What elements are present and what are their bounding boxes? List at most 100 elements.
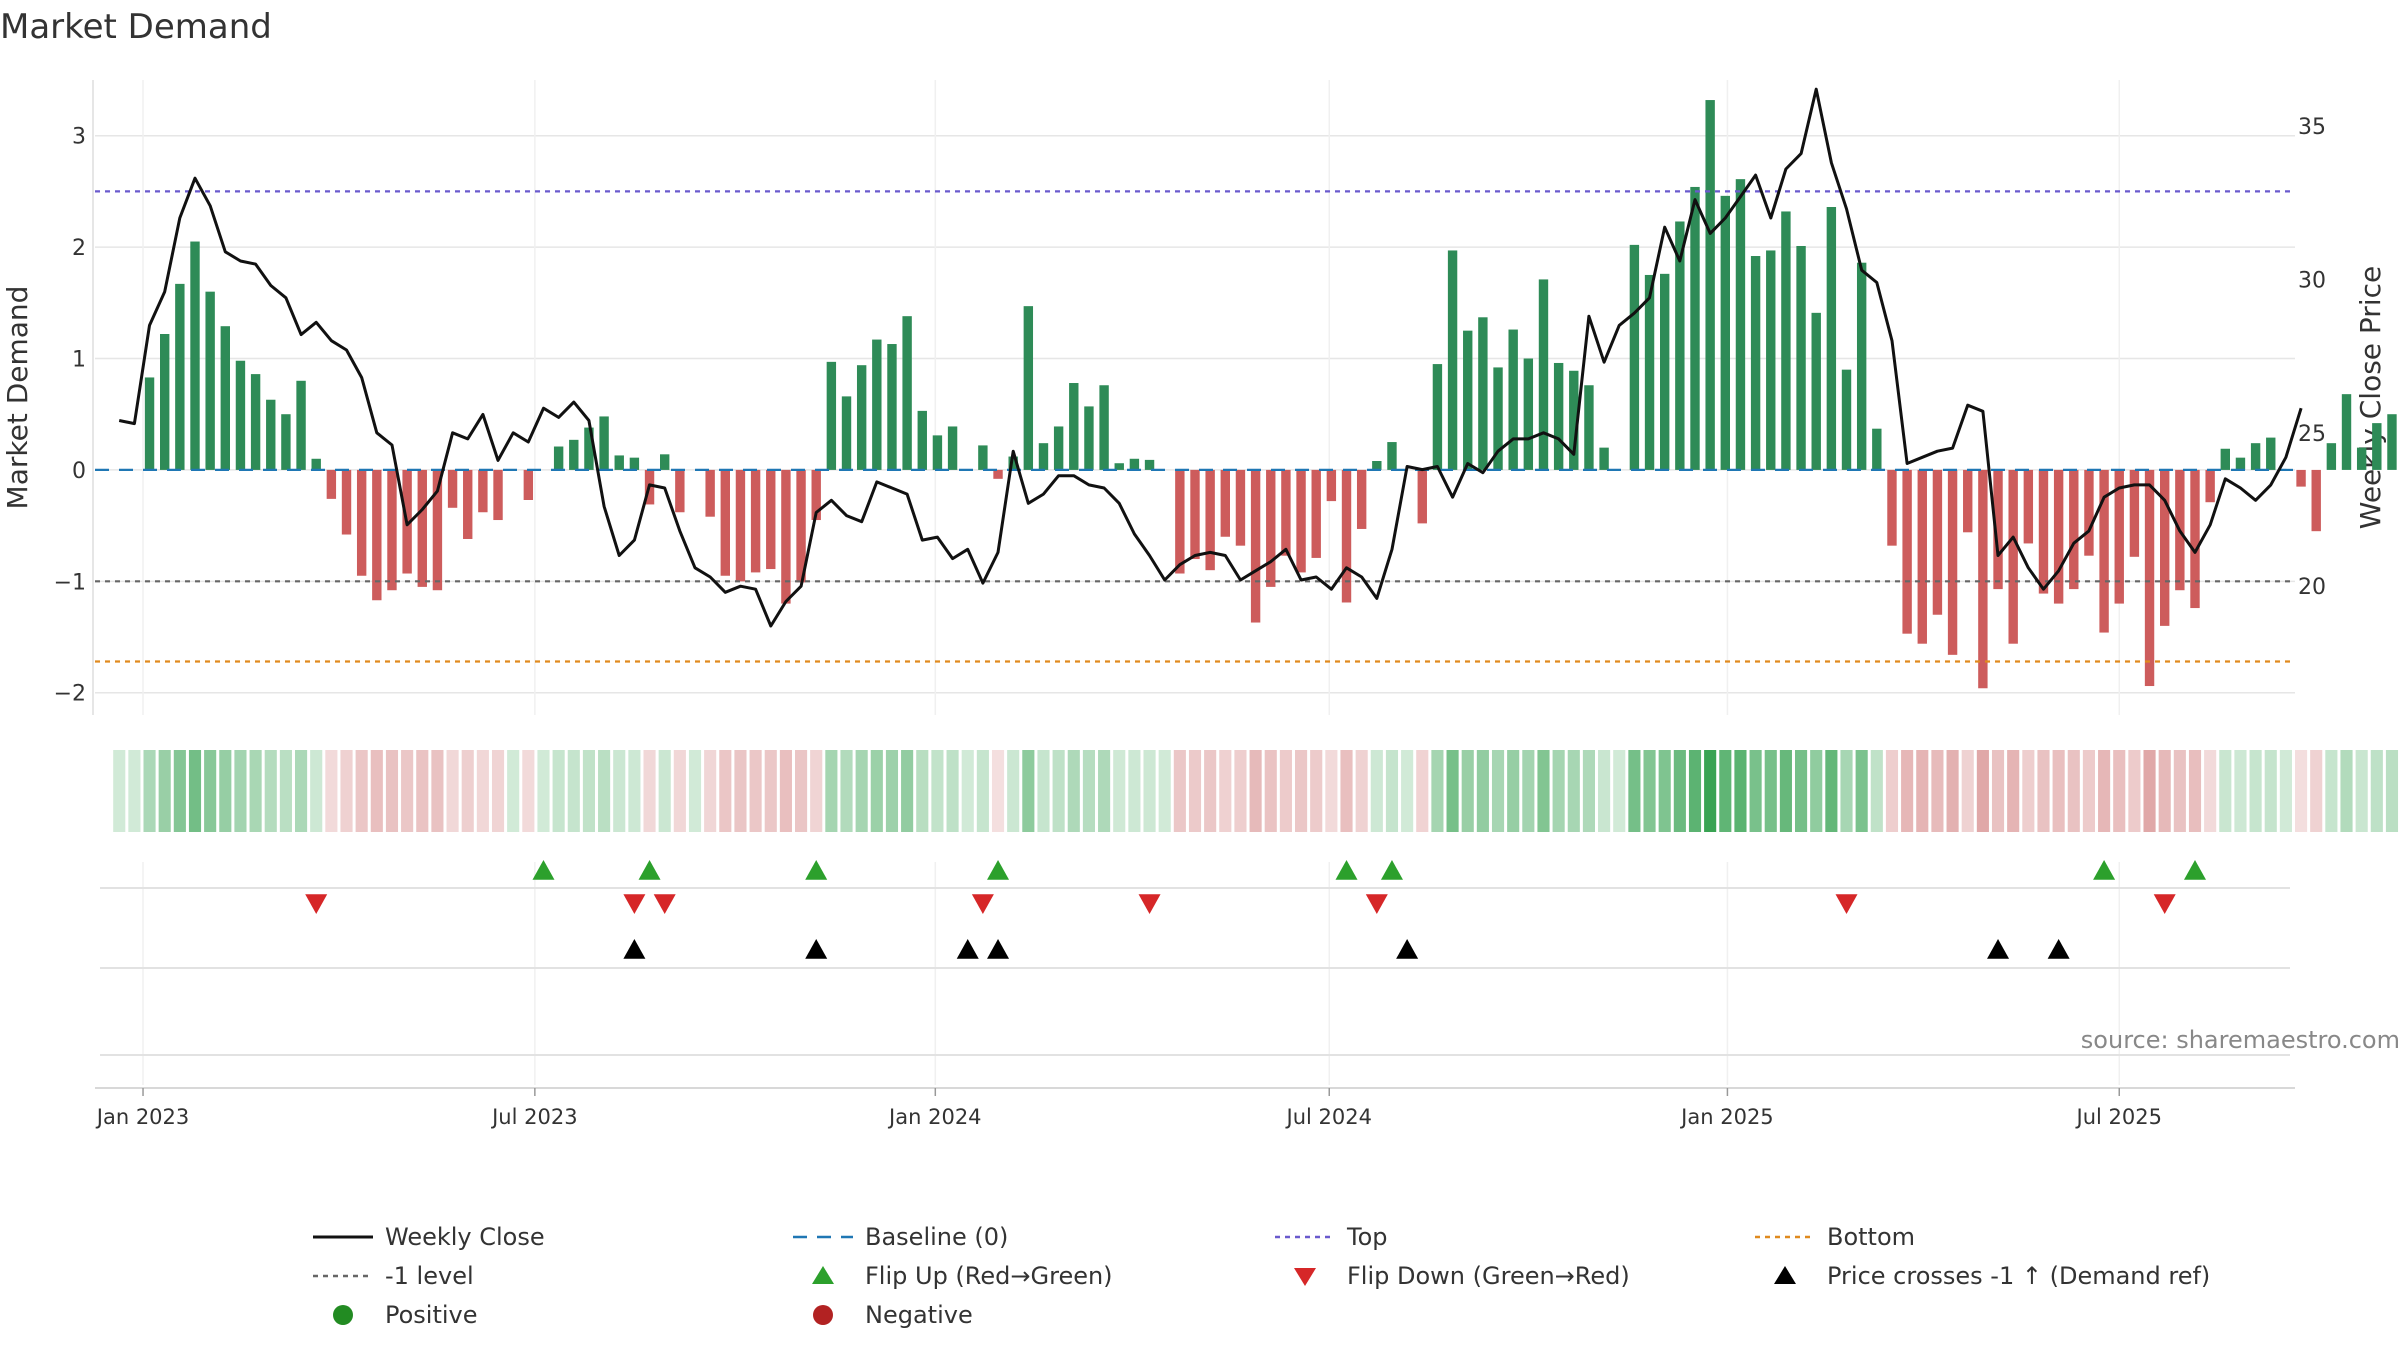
legend-label-price-cross: Price crosses -1 ↑ (Demand ref) [1827,1262,2210,1290]
demand-bar-positive [1493,367,1503,470]
heat-cell-negative [764,750,777,832]
heat-cell-negative [2295,750,2308,832]
heat-cell-negative [370,750,383,832]
legend-symbol-negative [813,1305,833,1325]
heat-cell-positive [1567,750,1580,832]
heat-cell-positive [840,750,853,832]
demand-bar-negative [463,469,473,539]
x-tick-label: Jan 2024 [887,1105,982,1129]
demand-bar-positive [2250,443,2261,470]
heat-cell-negative [704,750,717,832]
demand-bar-negative [1917,469,1927,644]
heat-cell-positive [1855,750,1868,832]
demand-bar-positive [1099,385,1109,470]
heat-cell-positive [855,750,868,832]
demand-bar-positive [1144,459,1155,470]
heat-cell-negative [461,750,474,832]
demand-bar-negative [1963,469,1973,533]
demand-bar-negative [2144,469,2155,687]
heat-cell-negative [522,750,535,832]
heat-cell-positive [1795,750,1808,832]
demand-bar-positive [1766,250,1776,470]
demand-bar-negative [523,469,534,500]
y-left-tick-label: 2 [72,236,86,261]
demand-bar-positive [872,339,882,470]
heat-cell-positive [1370,750,1383,832]
heat-cell-negative [1249,750,1262,832]
demand-bar-positive [1644,274,1655,470]
demand-bar-positive [1008,456,1018,470]
heat-cell-positive [2219,750,2232,832]
demand-bar-positive [1129,458,1140,470]
heat-cell-negative [810,750,823,832]
demand-bar-positive [1114,463,1124,470]
heat-cell-negative [673,750,686,832]
heat-cell-negative [2173,750,2186,832]
heat-cell-positive [1128,750,1141,832]
heat-cell-positive [1067,750,1080,832]
heat-cell-positive [2325,750,2338,832]
demand-bar-negative [356,469,367,576]
demand-bar-positive [1660,273,1670,470]
legend-label-flip-down: Flip Down (Green→Red) [1347,1262,1630,1290]
y-right-tick-label: 35 [2298,115,2326,140]
demand-bar-negative [750,469,761,573]
heat-cell-positive [1476,750,1489,832]
heat-cell-negative [1204,750,1217,832]
heat-cell-positive [1870,750,1883,832]
heat-cell-positive [1643,750,1656,832]
heat-cell-positive [552,750,565,832]
heat-cell-positive [1734,750,1747,832]
demand-bar-positive [1841,369,1852,470]
x-tick-label: Jan 2023 [95,1105,190,1129]
heat-cell-negative [1961,750,1974,832]
demand-bar-positive [584,427,594,470]
demand-bar-negative [735,469,746,582]
heat-cell-negative [1188,750,1202,832]
source-label: source: sharemaestro.com [2081,1026,2400,1054]
heat-cell-positive [1385,750,1399,832]
demand-bar-negative [2296,469,2306,487]
heat-cell-positive [1688,750,1702,832]
demand-bar-negative [372,469,382,601]
x-tick-label: Jul 2025 [2075,1105,2162,1129]
heat-cell-negative [1310,750,1323,832]
heat-cell-positive [537,750,550,832]
y-right-tick-label: 30 [2298,268,2326,293]
heat-cell-negative [2052,750,2065,832]
demand-bar-positive [311,458,321,470]
demand-bar-positive [2266,437,2276,470]
legend-symbol-flip-up [812,1266,834,1284]
demand-bar-positive [2235,457,2246,470]
heat-cell-positive [1552,750,1565,832]
demand-bar-negative [1887,469,1897,546]
demand-bar-positive [175,283,185,470]
heat-cell-positive [279,750,292,832]
demand-bar-positive [1796,245,1806,470]
demand-bar-negative [811,469,821,521]
heat-cell-negative [1173,750,1186,832]
heat-cell-positive [264,750,277,832]
y-left-axis-title: Market Demand [1,286,34,510]
demand-bar-negative [341,469,352,535]
demand-bar-negative [1205,469,1215,571]
heat-cell-negative [476,750,489,832]
heat-cell-positive [249,750,262,832]
y-right-tick-label: 20 [2298,575,2326,600]
demand-bar-negative [1947,469,1958,655]
demand-bar-positive [1478,317,1488,470]
heat-cell-positive [2385,750,2399,832]
demand-bar-positive [205,291,215,470]
y-left-tick-label: −1 [54,570,86,595]
heat-cell-positive [598,750,611,832]
heat-cell-negative [779,750,792,832]
heat-cell-negative [1219,750,1232,832]
heat-cell-positive [1461,750,1474,832]
heat-cell-negative [401,750,414,832]
demand-bar-negative [781,469,791,604]
demand-bar-positive [947,426,958,470]
demand-bar-positive [1781,211,1791,470]
demand-bar-negative [1266,469,1276,587]
demand-bar-positive [190,241,200,470]
